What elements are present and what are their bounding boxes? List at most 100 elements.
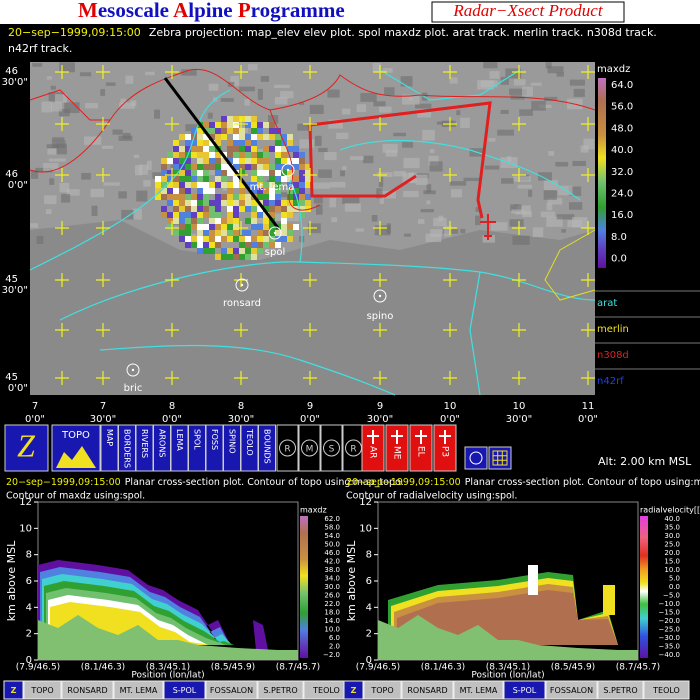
terrain-patch <box>382 68 393 73</box>
echo-cell <box>185 194 191 200</box>
logo-button[interactable] <box>4 424 49 472</box>
echo-cell <box>245 140 251 146</box>
echo-cell <box>197 134 203 140</box>
echo-cell <box>263 152 269 158</box>
grid-cross <box>55 323 69 337</box>
panel-button[interactable] <box>23 680 62 700</box>
echo-cell <box>221 128 227 134</box>
grid-cross <box>55 65 69 79</box>
echo-cell <box>287 158 293 164</box>
rivers <box>29 69 596 396</box>
terrain-patch <box>490 222 508 231</box>
colorbar-label: 26.0 <box>324 592 340 600</box>
echo-cell <box>185 218 191 224</box>
echo-cell <box>299 200 305 206</box>
panel-info: 20−sep−1999,09:15:00 Planar cross-section… <box>6 477 404 488</box>
panel-button[interactable] <box>597 680 644 700</box>
echo-cell <box>263 212 269 218</box>
title-part: P <box>238 0 251 22</box>
grid-cross <box>373 371 387 385</box>
echo-cell <box>245 236 251 242</box>
panel-button-label: TEOLO <box>312 686 340 695</box>
terrain-patch <box>372 63 381 73</box>
station-dot <box>378 294 382 298</box>
terrain-patch <box>329 181 346 188</box>
colorbar-label: 6.0 <box>329 634 340 642</box>
echo-cell <box>293 224 299 230</box>
grid-cross <box>165 65 179 79</box>
radar-button[interactable] <box>320 424 343 472</box>
echo-cell <box>227 212 233 218</box>
echo-cell <box>293 146 299 152</box>
tool-button[interactable] <box>258 424 276 472</box>
radar-button[interactable] <box>298 424 321 472</box>
x-tick-label: (7.9/46.5) <box>356 663 400 673</box>
echo-cell <box>275 182 281 188</box>
panel-button[interactable] <box>61 680 114 700</box>
echo-cell <box>269 146 275 152</box>
echo-cell <box>233 218 239 224</box>
panel-button[interactable] <box>3 680 24 700</box>
panel-button-label: S-POL <box>513 686 537 695</box>
terrain-patch <box>79 72 92 77</box>
terrain-patch <box>429 149 435 154</box>
echo-cell <box>173 206 179 212</box>
radar-button[interactable] <box>276 424 299 472</box>
terrain-patch <box>408 97 413 101</box>
terrain-patch <box>340 170 345 177</box>
panel-button[interactable] <box>343 680 364 700</box>
echo-cell <box>263 194 269 200</box>
echo-cell <box>233 158 239 164</box>
tool-label: SPINO <box>228 429 237 454</box>
echo-cell <box>281 224 287 230</box>
terrain-patch <box>105 82 116 86</box>
echo-cell <box>161 212 167 218</box>
panel-button[interactable] <box>113 680 164 700</box>
echo-cell <box>167 212 173 218</box>
colorbar-label: 8.0 <box>611 232 627 243</box>
echo-cell <box>257 164 263 170</box>
terrain-patch <box>91 205 98 216</box>
echo-cell <box>287 212 293 218</box>
echo-cell <box>227 182 233 188</box>
colorbar-label: 10.0 <box>324 626 340 634</box>
echo-cell <box>251 224 257 230</box>
grid-button[interactable] <box>488 446 512 470</box>
terrain-patch <box>30 223 39 228</box>
echo-cell <box>161 164 167 170</box>
echo-cell <box>179 212 185 218</box>
panel-button[interactable] <box>453 680 504 700</box>
panel-button[interactable] <box>545 680 598 700</box>
terrain-patch <box>119 102 135 109</box>
panel-button[interactable] <box>363 680 402 700</box>
echo-cell <box>305 200 311 206</box>
echo-cell <box>257 152 263 158</box>
echo-cell <box>179 188 185 194</box>
station-label: bric <box>124 383 143 394</box>
echo-cell <box>203 206 209 212</box>
colorbar-label: 40.0 <box>611 145 633 156</box>
terrain-patch <box>402 141 414 148</box>
grid-cross <box>581 65 595 79</box>
echo-cell <box>209 140 215 146</box>
panel-button[interactable] <box>401 680 454 700</box>
echo-cell <box>251 122 257 128</box>
grid-cross <box>234 371 248 385</box>
colorbar-label: 38.0 <box>324 566 340 574</box>
panel-button[interactable] <box>205 680 258 700</box>
aircraft-label: AR <box>368 446 378 458</box>
panel-button[interactable] <box>257 680 304 700</box>
terrain-patch <box>181 69 197 76</box>
terrain-patch <box>403 157 420 169</box>
echo-cell <box>185 242 191 248</box>
echo-cell <box>161 158 167 164</box>
panel-button[interactable] <box>503 680 546 700</box>
center-button[interactable] <box>464 446 488 470</box>
panel-button[interactable] <box>643 680 690 700</box>
radar-label: R <box>350 445 356 455</box>
echo-cell <box>227 236 233 242</box>
echo-cell <box>215 152 221 158</box>
echo-cell <box>239 188 245 194</box>
lon-minute: 30'0" <box>228 414 254 425</box>
panel-button[interactable] <box>163 680 206 700</box>
